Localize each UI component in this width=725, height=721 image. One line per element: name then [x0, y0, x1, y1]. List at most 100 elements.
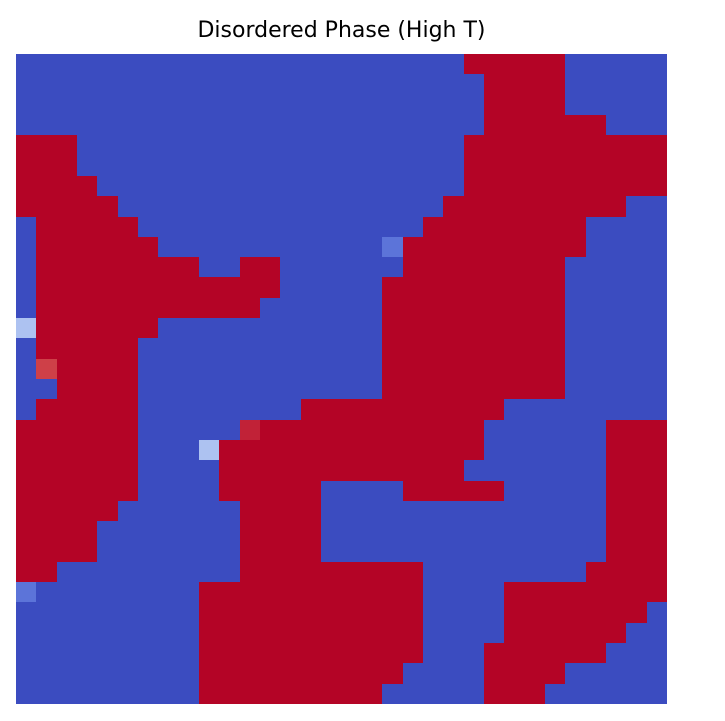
heatmap-cell: [647, 501, 667, 521]
heatmap-cell: [606, 399, 626, 420]
heatmap-cell: [484, 237, 504, 257]
heatmap-cell: [219, 359, 240, 379]
heatmap-cell: [443, 74, 464, 95]
heatmap-cell: [138, 501, 158, 521]
heatmap-cell: [484, 684, 504, 704]
heatmap-cell: [586, 217, 606, 237]
heatmap-cell: [36, 501, 57, 521]
heatmap-cell: [301, 135, 321, 156]
heatmap-cell: [626, 582, 647, 602]
heatmap-cell: [77, 217, 97, 237]
heatmap-cell: [545, 562, 565, 582]
heatmap-cell: [342, 176, 362, 196]
heatmap-cell: [647, 481, 667, 501]
heatmap-cell: [586, 440, 606, 460]
heatmap-cell: [199, 135, 219, 156]
heatmap-cell: [443, 562, 464, 582]
heatmap-cell: [626, 95, 647, 115]
heatmap-cell: [586, 338, 606, 359]
heatmap-cell: [138, 95, 158, 115]
heatmap-cell: [586, 379, 606, 399]
heatmap-cell: [464, 257, 484, 277]
heatmap-cell: [138, 217, 158, 237]
heatmap-cell: [545, 623, 565, 643]
heatmap-cell: [382, 359, 403, 379]
heatmap-cell: [626, 338, 647, 359]
heatmap-cell: [647, 420, 667, 440]
heatmap-cell: [219, 623, 240, 643]
heatmap-cell: [565, 643, 586, 663]
heatmap-cell: [423, 298, 443, 318]
heatmap-cell: [382, 338, 403, 359]
heatmap-cell: [36, 399, 57, 420]
heatmap-cell: [504, 74, 525, 95]
heatmap-cell: [606, 623, 626, 643]
heatmap-cell: [138, 460, 158, 481]
heatmap-cell: [280, 481, 301, 501]
heatmap-cell: [504, 338, 525, 359]
heatmap-cell: [16, 399, 36, 420]
heatmap-cell: [77, 318, 97, 338]
heatmap-cell: [647, 95, 667, 115]
heatmap-cell: [504, 196, 525, 217]
heatmap-cell: [626, 684, 647, 704]
heatmap-cell: [423, 379, 443, 399]
heatmap-cell: [97, 562, 118, 582]
heatmap-cell: [525, 460, 545, 481]
heatmap-cell: [280, 115, 301, 135]
heatmap-cell: [504, 521, 525, 542]
heatmap-cell: [280, 684, 301, 704]
heatmap-cell: [158, 663, 179, 684]
heatmap-cell: [647, 684, 667, 704]
heatmap-cell: [504, 379, 525, 399]
heatmap-cell: [199, 196, 219, 217]
heatmap-cell: [626, 460, 647, 481]
heatmap-cell: [586, 115, 606, 135]
heatmap-cell: [199, 521, 219, 542]
heatmap-cell: [219, 217, 240, 237]
heatmap-cell: [525, 298, 545, 318]
heatmap-cell: [443, 663, 464, 684]
heatmap-cell: [179, 95, 199, 115]
heatmap-cell: [403, 338, 423, 359]
heatmap-cell: [443, 95, 464, 115]
heatmap-cell: [158, 501, 179, 521]
heatmap-cell: [97, 379, 118, 399]
heatmap-cell: [484, 135, 504, 156]
heatmap-cell: [606, 460, 626, 481]
heatmap-cell: [606, 440, 626, 460]
heatmap-cell: [321, 54, 342, 74]
heatmap-cell: [118, 562, 138, 582]
heatmap-cell: [321, 318, 342, 338]
heatmap-cell: [464, 338, 484, 359]
heatmap-cell: [626, 115, 647, 135]
heatmap-cell: [301, 420, 321, 440]
heatmap-cell: [484, 277, 504, 298]
heatmap-cell: [16, 379, 36, 399]
heatmap-cell: [443, 440, 464, 460]
heatmap-cell: [565, 460, 586, 481]
heatmap-cell: [301, 684, 321, 704]
heatmap-cell: [77, 359, 97, 379]
heatmap-cell: [77, 501, 97, 521]
heatmap-cell: [219, 501, 240, 521]
heatmap-cell: [179, 542, 199, 562]
heatmap-cell: [240, 562, 260, 582]
heatmap-cell: [280, 74, 301, 95]
heatmap-cell: [280, 663, 301, 684]
heatmap-cell: [545, 298, 565, 318]
heatmap-cell: [484, 420, 504, 440]
heatmap-cell: [565, 176, 586, 196]
heatmap-cell: [301, 196, 321, 217]
heatmap-cell: [362, 338, 382, 359]
heatmap-cell: [464, 562, 484, 582]
heatmap-cell: [606, 95, 626, 115]
heatmap-cell: [443, 379, 464, 399]
heatmap-cell: [158, 602, 179, 623]
heatmap-cell: [321, 338, 342, 359]
heatmap-cell: [280, 542, 301, 562]
heatmap-cell: [626, 298, 647, 318]
heatmap-cell: [504, 257, 525, 277]
heatmap-cell: [403, 399, 423, 420]
